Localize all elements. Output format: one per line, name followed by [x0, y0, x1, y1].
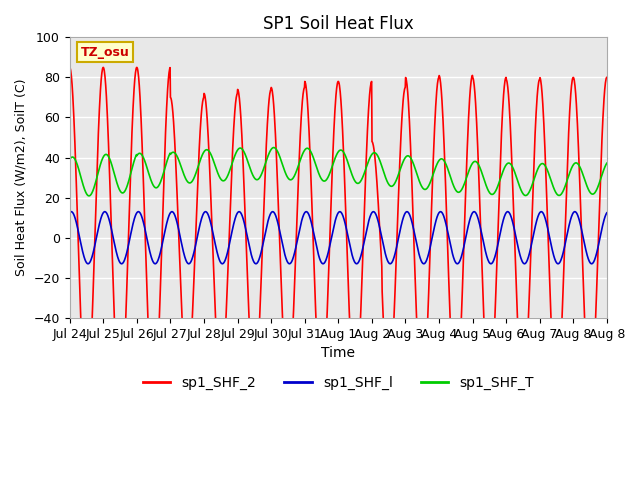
sp1_SHF_T [603, 160, 611, 166]
Legend: sp1_SHF_2, sp1_SHF_l, sp1_SHF_T: sp1_SHF_2, sp1_SHF_l, sp1_SHF_T [137, 370, 540, 395]
sp1_SHF_T [66, 157, 74, 163]
sp1_SHF_l [544, 227, 552, 233]
sp1_SHF_T [324, 173, 332, 179]
sp1_SHF_2 [596, 183, 604, 189]
sp1_SHF_2 [66, 64, 74, 70]
sp1_SHF_l [465, 219, 473, 225]
sp1_SHF_2 [603, 74, 611, 80]
sp1_SHF_l [603, 210, 611, 216]
sp1_SHF_2 [465, 108, 473, 113]
sp1_SHF_T [85, 193, 93, 199]
Line: sp1_SHF_T: sp1_SHF_T [70, 147, 607, 196]
Line: sp1_SHF_2: sp1_SHF_2 [70, 67, 607, 408]
X-axis label: Time: Time [321, 346, 355, 360]
sp1_SHF_l [150, 260, 157, 265]
sp1_SHF_2 [314, 361, 322, 367]
sp1_SHF_2 [544, 223, 552, 229]
sp1_SHF_l [369, 209, 377, 215]
sp1_SHF_l [387, 261, 394, 267]
Text: TZ_osu: TZ_osu [81, 46, 129, 59]
sp1_SHF_T [270, 144, 278, 150]
sp1_SHF_l [324, 251, 332, 257]
sp1_SHF_l [314, 249, 322, 255]
sp1_SHF_2 [83, 405, 90, 411]
sp1_SHF_2 [324, 280, 332, 286]
sp1_SHF_T [465, 167, 473, 173]
sp1_SHF_T [544, 169, 552, 175]
Line: sp1_SHF_l: sp1_SHF_l [70, 212, 607, 264]
sp1_SHF_T [150, 183, 158, 189]
sp1_SHF_l [596, 232, 604, 238]
Y-axis label: Soil Heat Flux (W/m2), SoilT (C): Soil Heat Flux (W/m2), SoilT (C) [15, 79, 28, 276]
sp1_SHF_T [315, 170, 323, 176]
sp1_SHF_2 [150, 405, 158, 410]
sp1_SHF_l [66, 210, 74, 216]
sp1_SHF_T [596, 177, 604, 182]
Title: SP1 Soil Heat Flux: SP1 Soil Heat Flux [263, 15, 413, 33]
